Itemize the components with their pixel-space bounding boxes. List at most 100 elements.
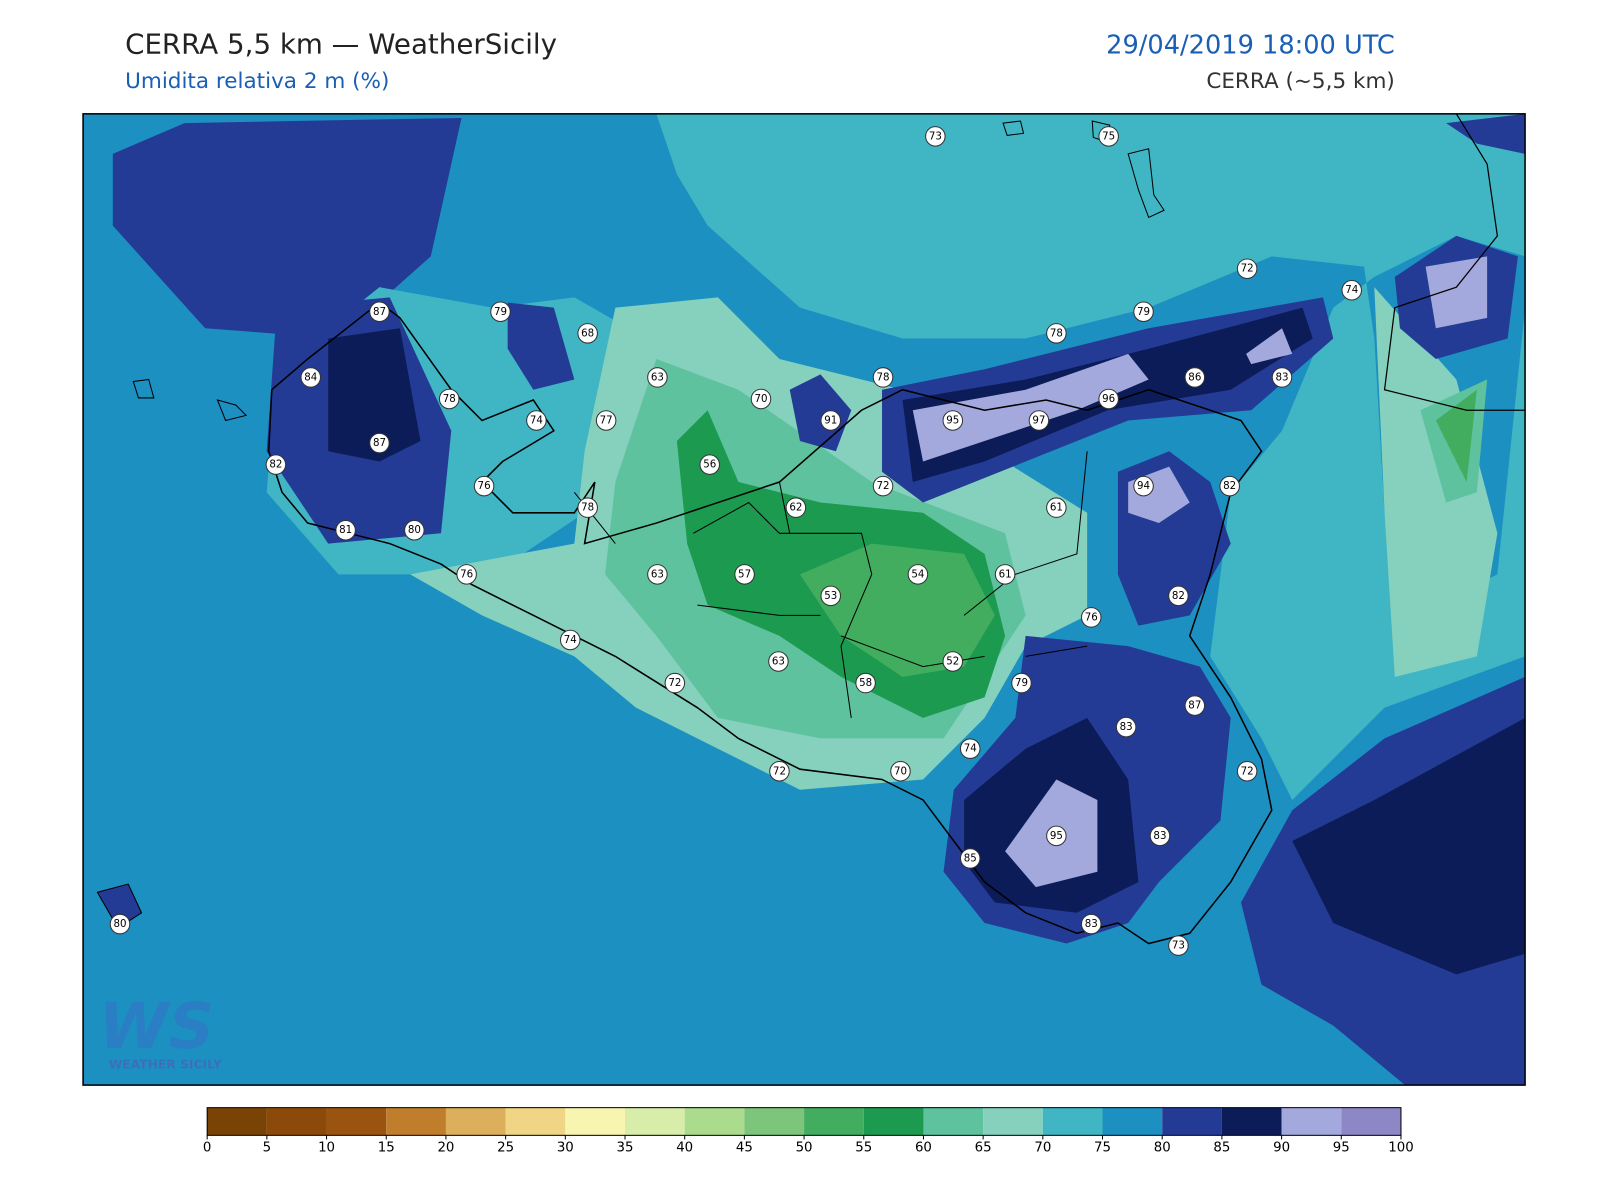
station-marker [890,760,911,782]
station-value: 94 [1137,480,1150,492]
station-value: 78 [877,371,890,383]
station-value: 72 [1241,765,1254,777]
station: 52 [942,651,964,672]
colorbar-swatch [983,1107,1043,1136]
station: 95 [942,410,964,431]
station-value: 56 [703,459,716,471]
field-55 [1435,389,1477,483]
station-marker [942,651,964,672]
colorbar-swatch [804,1107,864,1136]
station-marker [907,564,929,585]
station: 91 [820,410,841,431]
field-90 [912,353,1149,462]
station: 54 [907,564,929,585]
station-value: 96 [1102,393,1115,405]
station: 63 [768,651,789,672]
station-marker [768,651,789,672]
station: 87 [369,432,390,454]
station: 79 [1133,301,1154,323]
colorbar: 0 5 10 15 20 25 30 35 40 45 50 55 60 65 70 75 80 85 90 95 10… [203,1107,1414,1156]
source: CERRA (~5,5 km) [1206,69,1394,94]
station-marker [577,323,598,344]
station: 78 [577,497,598,518]
station-marker [959,848,981,869]
station: 82 [1219,475,1240,497]
station-value: 75 [1102,130,1115,142]
station-marker [925,126,946,147]
station: 83 [1080,913,1102,935]
station-marker [699,454,720,475]
station: 83 [1149,825,1171,847]
station-marker [404,519,425,541]
field-90 [1246,328,1293,365]
field-85 [328,328,421,462]
station: 76 [1080,607,1102,628]
station: 72 [664,672,686,694]
station: 62 [785,497,807,518]
colorbar-swatch [684,1107,745,1136]
colorbar-tick-label: 0 [203,1141,211,1156]
subtitle: Umidita relativa 2 m (%) [125,69,389,94]
logo: WS WEATHER SICILY [98,989,223,1072]
field-70 [656,113,1526,800]
title: CERRA 5,5 km — WeatherSicily [125,27,557,60]
colorbar-swatch [1102,1107,1163,1136]
station: 53 [820,585,841,607]
station: 86 [1184,367,1206,388]
station-value: 70 [894,765,907,777]
station-marker [647,564,668,585]
station-marker [265,454,287,475]
station-value: 61 [1050,502,1063,514]
field-85 [1292,717,1526,975]
field-90 [1425,256,1488,329]
station-value: 82 [1223,480,1236,492]
station-marker [1011,672,1032,694]
station-marker [1046,497,1067,518]
station-marker [1080,607,1102,628]
station-marker [1184,695,1206,716]
station-marker [734,564,755,585]
station-value: 85 [964,852,977,864]
station-marker [1133,475,1154,497]
station-value: 80 [113,918,126,930]
station-marker [1168,935,1189,956]
station-marker [1271,367,1293,388]
station-value: 74 [530,414,543,426]
field-65 [1374,287,1498,677]
station-marker [769,760,790,782]
station: 76 [456,564,477,585]
station-marker [1046,825,1067,847]
station-value: 83 [1120,721,1133,733]
colorbar-swatch [1042,1107,1103,1136]
islands [132,120,1165,422]
colorbar-tick-label: 30 [557,1141,574,1156]
station: 80 [109,913,131,935]
station: 63 [647,367,668,388]
station-value: 72 [668,677,681,689]
station-value: 80 [408,524,421,536]
station-marker [872,475,894,497]
station: 72 [1236,760,1258,782]
station: 58 [855,672,876,694]
station-value: 91 [824,414,837,426]
station: 76 [473,475,495,497]
colorbar-tick-label: 10 [318,1141,335,1156]
station-marker [595,410,617,431]
station-value: 82 [1172,590,1185,602]
station-value: 86 [1188,371,1201,383]
pantelleria [96,883,143,929]
logo-text: WEATHER SICILY [109,1058,223,1072]
station-marker [1115,716,1137,738]
colorbar-tick-label: 5 [263,1141,271,1156]
logo-mark: WS [98,989,214,1063]
field-80 [112,117,462,339]
station: 74 [959,738,981,759]
colorbar-swatch [625,1107,685,1136]
station-marker [369,432,390,454]
stations: 73 75 87 79 68 72 74 79 78 84 63 78 86 83 70 96 78 74 77 91… [109,126,1362,956]
colorbar-swatch [326,1107,387,1136]
station: 73 [1168,935,1189,956]
colorbar-swatch [744,1107,805,1136]
field-80 [507,302,575,390]
